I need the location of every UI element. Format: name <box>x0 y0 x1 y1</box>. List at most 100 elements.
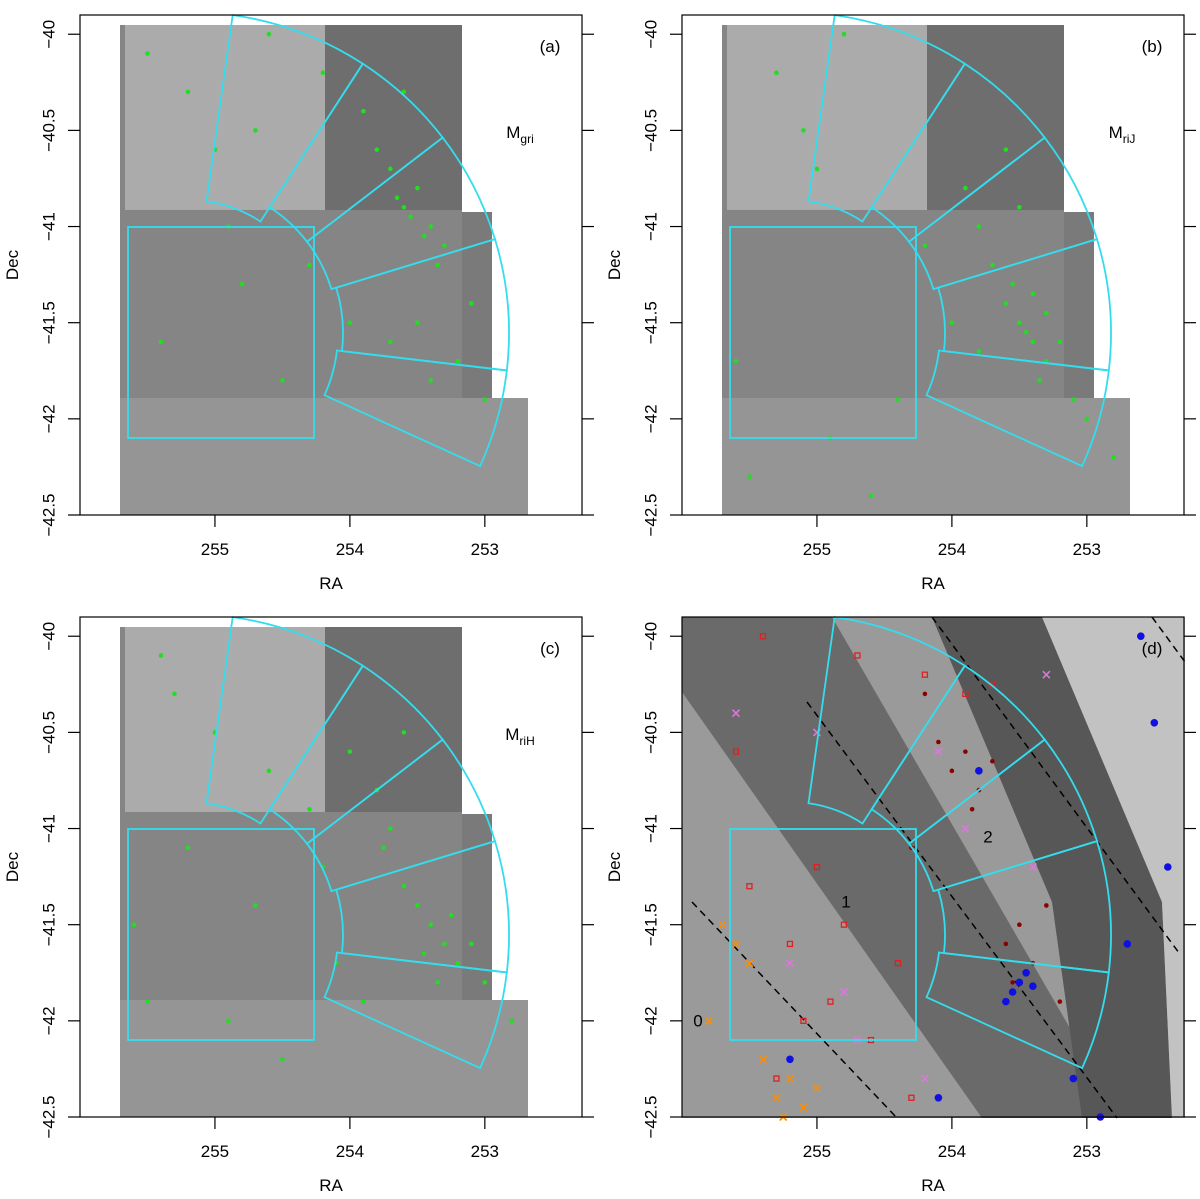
point <box>1030 291 1036 297</box>
point <box>786 940 794 948</box>
point <box>812 1084 822 1093</box>
point <box>969 807 975 812</box>
point <box>800 1017 807 1024</box>
annotation-main: M <box>505 725 519 744</box>
point <box>408 214 413 220</box>
point <box>868 493 874 499</box>
point <box>934 747 943 756</box>
point <box>908 1094 915 1101</box>
field-box <box>127 828 315 1041</box>
point <box>839 987 849 997</box>
point <box>1003 941 1009 947</box>
point <box>172 691 177 697</box>
image-tile <box>325 627 462 812</box>
point <box>963 749 968 754</box>
point <box>1037 378 1042 383</box>
point <box>1017 320 1022 325</box>
point <box>401 883 407 889</box>
point <box>949 320 955 325</box>
field-box <box>729 828 917 1041</box>
point <box>1003 147 1009 152</box>
point <box>921 671 929 678</box>
point <box>381 845 386 851</box>
annotation-subscript: riH <box>519 734 534 748</box>
plot-frame <box>79 14 583 516</box>
point <box>922 691 928 697</box>
point <box>1044 903 1049 908</box>
point <box>1042 670 1051 679</box>
point <box>401 205 407 210</box>
annotation: MriH <box>505 725 535 748</box>
y-axis-label: Dec <box>605 851 624 882</box>
field-sector <box>323 349 508 468</box>
point <box>895 397 901 402</box>
point <box>920 1074 929 1083</box>
x-tick-label: 255 <box>803 540 831 559</box>
point <box>922 243 928 249</box>
point <box>961 824 970 833</box>
x-tick-label: 255 <box>201 540 229 559</box>
point <box>1057 999 1063 1004</box>
point <box>185 845 191 851</box>
y-tick-label: −42 <box>641 1006 660 1035</box>
point <box>401 89 407 95</box>
panel-label: (b) <box>1142 37 1163 56</box>
y-tick-label: −40 <box>39 20 58 49</box>
point <box>388 166 393 172</box>
annotation: Mgri <box>506 123 534 146</box>
point <box>1111 455 1117 460</box>
point <box>894 960 902 967</box>
point <box>253 903 258 908</box>
field-sector <box>807 14 967 223</box>
y-tick-label: −41.5 <box>39 301 58 344</box>
point <box>442 243 447 249</box>
point <box>962 690 969 698</box>
point <box>415 185 420 191</box>
point <box>307 262 312 268</box>
y-tick-label: −42.5 <box>39 1095 58 1138</box>
point <box>1008 988 1017 996</box>
point <box>1010 980 1015 985</box>
point <box>347 320 353 325</box>
point <box>746 883 753 890</box>
point <box>1028 862 1037 872</box>
point <box>786 1055 794 1064</box>
point <box>949 768 955 774</box>
plot-frame <box>79 616 583 1118</box>
point <box>1137 632 1145 641</box>
point <box>266 768 272 774</box>
field-sector <box>925 951 1110 1070</box>
point <box>840 921 848 928</box>
y-tick-label: −42.5 <box>39 493 58 536</box>
point <box>455 960 461 966</box>
x-tick-label: 254 <box>938 1142 966 1161</box>
image-tile <box>722 398 1130 515</box>
point <box>361 108 366 114</box>
panel-label: (a) <box>540 37 561 56</box>
y-tick-label: −42.5 <box>641 1095 660 1138</box>
point <box>469 301 474 306</box>
image-tile <box>927 25 1064 210</box>
point <box>1044 310 1049 316</box>
annotation-subscript: gri <box>520 132 533 146</box>
annotation: MriJ <box>1109 123 1136 146</box>
point <box>280 1057 285 1062</box>
field-sector <box>925 349 1110 468</box>
point <box>1084 416 1090 422</box>
image-tile <box>932 617 1172 1118</box>
point <box>307 807 312 812</box>
x-axis-label: RA <box>921 1176 945 1195</box>
point <box>145 51 150 56</box>
image-tile <box>1042 617 1185 1118</box>
point <box>448 912 454 918</box>
y-axis-label: Dec <box>3 851 22 882</box>
point <box>759 633 767 640</box>
y-tick-label: −41 <box>641 814 660 843</box>
x-tick-label: 254 <box>336 1142 364 1161</box>
point <box>718 920 727 929</box>
point <box>482 397 488 402</box>
point <box>361 999 366 1004</box>
point <box>1150 718 1159 727</box>
point <box>1030 339 1036 345</box>
x-tick-label: 253 <box>471 540 499 559</box>
